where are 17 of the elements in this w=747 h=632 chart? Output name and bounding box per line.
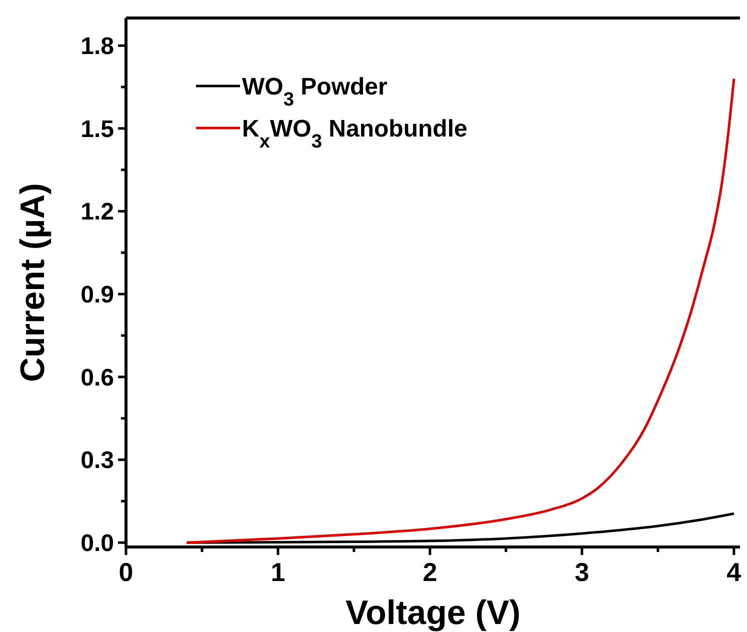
x-tick-label: 4 <box>726 557 742 587</box>
text: 0.0 <box>80 530 114 557</box>
x-axis-title: Voltage (V) <box>345 594 521 632</box>
x-tick-label: 2 <box>422 557 438 587</box>
y-tick-label: 1.5 <box>80 116 114 143</box>
y-tick-label: 0.3 <box>80 447 114 474</box>
y-tick-label: 0.9 <box>80 281 114 308</box>
y-axis-title: Current (µA) <box>14 182 52 382</box>
legend-label: WO$_{3}$ Powder <box>242 73 388 110</box>
y-tick-label: 1.8 <box>80 33 114 60</box>
legend-label: K$_{x}$WO$_{3}$ Nanobundle <box>242 115 468 152</box>
x-tick-label: 3 <box>574 557 590 587</box>
x-tick-label: 0 <box>118 557 134 587</box>
x-tick-label: 1 <box>270 557 286 587</box>
y-tick-label: 0.6 <box>80 364 114 392</box>
line-series <box>186 77 736 544</box>
y-tick-label: 1.2 <box>80 198 114 226</box>
